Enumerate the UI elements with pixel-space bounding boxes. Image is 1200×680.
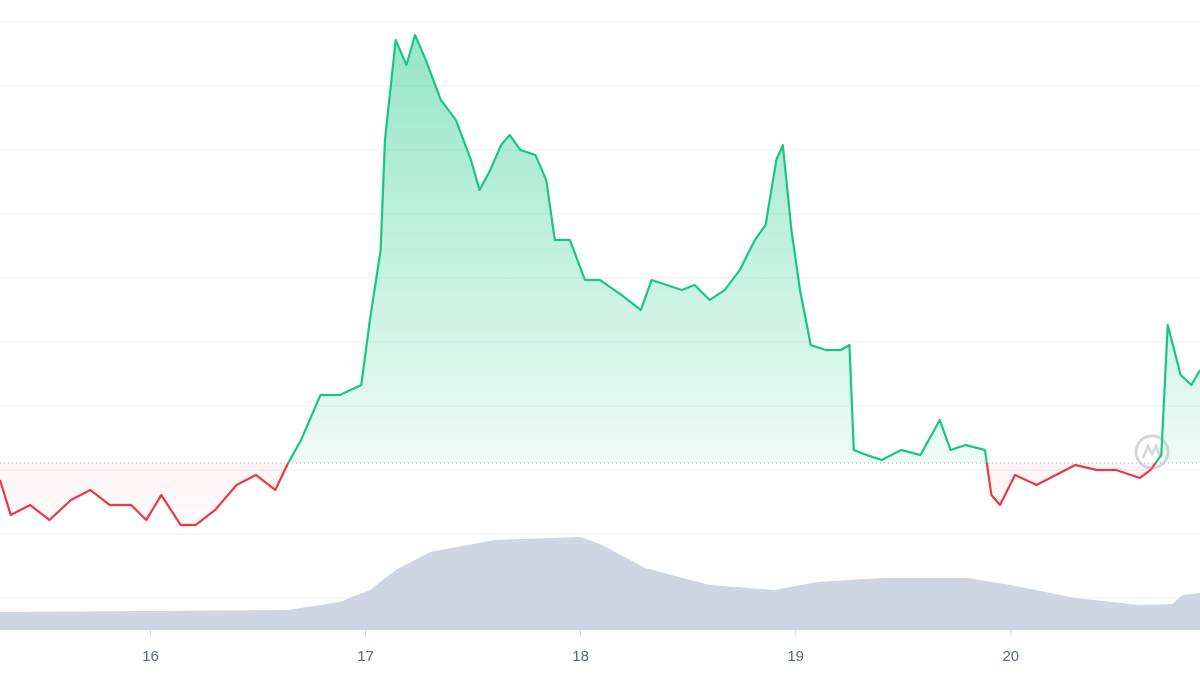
volume	[0, 537, 1200, 630]
x-axis: 16 17 18 19 20	[142, 630, 1019, 665]
volume-area	[0, 537, 1200, 630]
x-tick-label: 19	[787, 648, 804, 665]
price	[0, 33, 1200, 527]
watermark-logo	[1134, 434, 1170, 470]
x-tick-label: 18	[572, 648, 589, 665]
x-tick-label: 17	[357, 648, 374, 665]
x-tick-label: 16	[142, 648, 159, 665]
price-area-up	[0, 35, 1200, 463]
price-line-down	[0, 463, 1157, 527]
price-area-down	[0, 463, 1200, 525]
price-line-up	[286, 33, 1200, 463]
x-tick-label: 20	[1002, 648, 1019, 665]
